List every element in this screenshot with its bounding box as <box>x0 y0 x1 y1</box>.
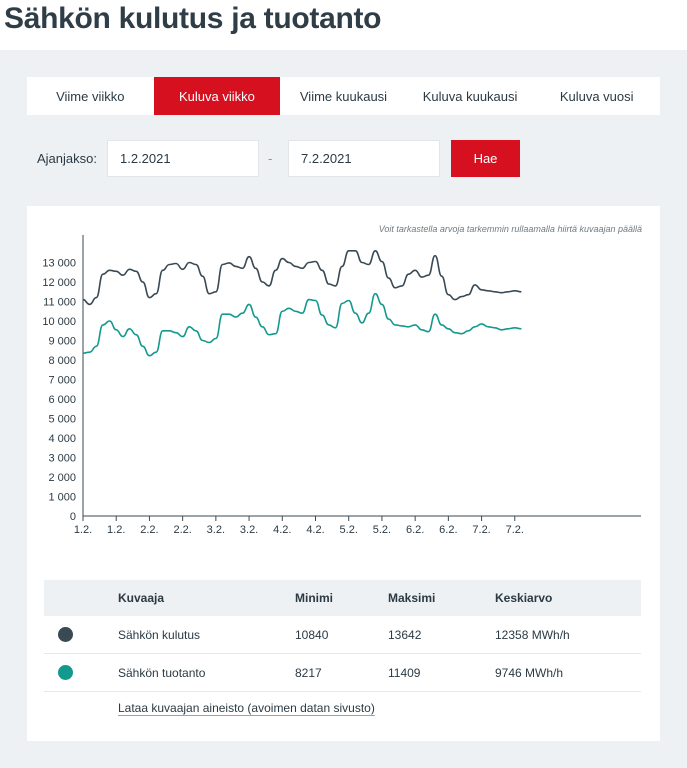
x-tick-label: 2.2. <box>140 524 158 536</box>
x-tick-label: 1.2. <box>74 524 92 536</box>
x-tick-label: 4.2. <box>306 524 324 536</box>
y-tick-label: 13 000 <box>42 258 76 270</box>
y-tick-label: 4 000 <box>48 433 76 445</box>
row-max: 11409 <box>388 665 421 680</box>
y-tick-label: 3 000 <box>48 453 76 465</box>
period-label: Ajanjakso: <box>37 151 97 166</box>
x-tick-label: 7.2. <box>472 524 490 536</box>
y-tick-label: 6 000 <box>48 394 76 406</box>
stats-table: Kuvaaja Minimi Maksimi Keskiarvo Sähkön … <box>44 580 641 692</box>
row-min: 8217 <box>295 665 322 680</box>
y-tick-label: 11 000 <box>43 297 76 309</box>
stats-row: Sähkön kulutus 10840 13642 12358 MWh/h <box>44 616 641 654</box>
period-tabs: Viime viikko Kuluva viikko Viime kuukaus… <box>27 77 660 115</box>
start-date-input[interactable] <box>107 140 259 177</box>
series-color-dot <box>58 627 73 642</box>
header-min: Minimi <box>295 591 333 605</box>
x-tick-label: 3.2. <box>207 524 225 536</box>
download-data-link[interactable]: Lataa kuvaajan aineisto (avoimen datan s… <box>118 701 375 715</box>
x-tick-label: 2.2. <box>173 524 191 536</box>
y-tick-label: 8 000 <box>48 355 76 367</box>
x-tick-label: 3.2. <box>240 524 258 536</box>
x-tick-label: 4.2. <box>273 524 291 536</box>
y-tick-label: 9 000 <box>48 336 76 348</box>
tab-current-month[interactable]: Kuluva kuukausi <box>422 88 518 104</box>
row-max: 13642 <box>388 627 422 642</box>
x-tick-label: 7.2. <box>506 524 524 536</box>
page-title: Sähkön kulutus ja tuotanto <box>4 2 382 35</box>
x-tick-label: 1.2. <box>107 524 125 536</box>
content-panel: Viime viikko Kuluva viikko Viime kuukaus… <box>0 50 687 768</box>
header-max: Maksimi <box>388 591 436 605</box>
stats-row: Sähkön tuotanto 8217 11409 9746 MWh/h <box>44 654 641 692</box>
date-separator: - <box>268 151 273 166</box>
y-tick-label: 12 000 <box>42 277 76 289</box>
y-tick-label: 2 000 <box>48 472 76 484</box>
stats-header-row: Kuvaaja Minimi Maksimi Keskiarvo <box>44 580 641 616</box>
tab-last-week[interactable]: Viime viikko <box>56 88 125 104</box>
row-min: 10840 <box>295 627 329 642</box>
series-color-dot <box>58 665 73 680</box>
header-avg: Keskiarvo <box>495 591 553 605</box>
header-series: Kuvaaja <box>118 591 165 605</box>
y-tick-label: 10 000 <box>42 316 76 328</box>
row-avg: 12358 MWh/h <box>495 627 570 642</box>
row-avg: 9746 MWh/h <box>495 665 564 680</box>
fetch-button[interactable]: Hae <box>451 140 520 177</box>
tab-current-year[interactable]: Kuluva vuosi <box>559 88 634 104</box>
x-tick-label: 5.2. <box>340 524 358 536</box>
row-series-name: Sähkön kulutus <box>118 627 201 642</box>
chart-card: 0 1 000 2 000 3 000 4 000 5 000 6 000 7 000 8 00… <box>27 206 660 741</box>
x-tick-label: 6.2. <box>439 524 457 536</box>
end-date-input[interactable] <box>288 140 440 177</box>
row-series-name: Sähkön tuotanto <box>118 665 206 680</box>
production-series-line <box>82 292 522 357</box>
chart-hint: Voit tarkastella arvoja tarkemmin rullaa… <box>378 224 642 234</box>
tab-last-month[interactable]: Viime kuukausi <box>299 88 388 104</box>
line-chart[interactable]: 0 1 000 2 000 3 000 4 000 5 000 6 000 7 000 8 00… <box>27 206 660 576</box>
x-tick-label: 5.2. <box>373 524 391 536</box>
y-tick-label: 0 <box>70 511 76 523</box>
y-tick-label: 1 000 <box>48 492 76 504</box>
y-tick-label: 7 000 <box>48 375 76 387</box>
consumption-series-line <box>82 249 522 306</box>
x-tick-label: 6.2. <box>406 524 424 536</box>
tab-current-week[interactable]: Kuluva viikko <box>153 77 281 115</box>
y-tick-label: 5 000 <box>48 414 76 426</box>
